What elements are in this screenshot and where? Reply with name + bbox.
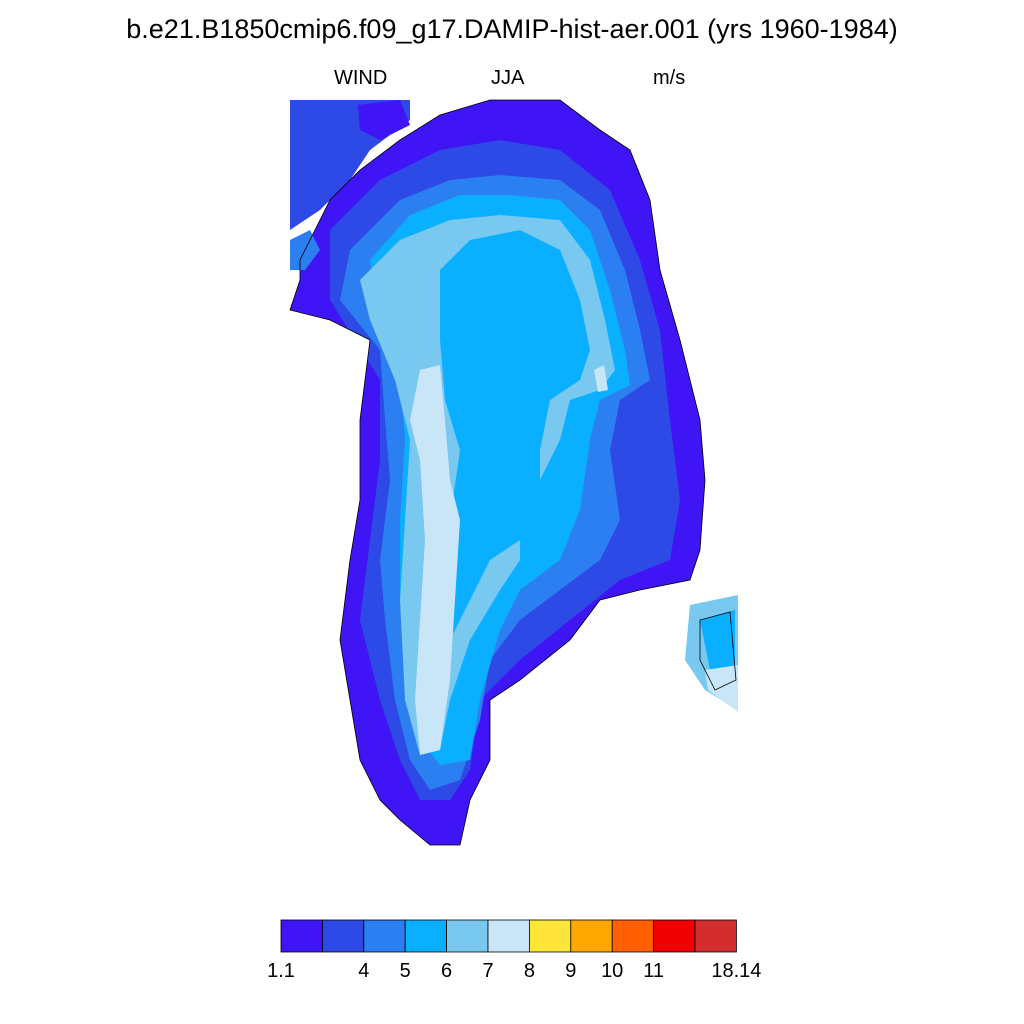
colorbar-box <box>487 919 530 953</box>
units-label: m/s <box>653 67 686 89</box>
colorbar-tick-label: 7 <box>482 960 494 982</box>
colorbar-box <box>321 919 365 953</box>
colorbar-box <box>611 919 655 953</box>
colorbar-box <box>280 919 323 953</box>
season-label: JJA <box>491 67 525 89</box>
northwest-field <box>290 100 410 270</box>
colorbar-tick-label: 1.1 <box>267 960 295 982</box>
island-band-light <box>705 665 738 712</box>
colorbar-box <box>446 919 489 953</box>
colorbar-tick-label: 6 <box>441 960 453 982</box>
colorbar-tick-label: 10 <box>601 960 624 982</box>
colorbar-tick-label: 9 <box>565 960 577 982</box>
nw-band-b <box>358 100 410 140</box>
plot-title: b.e21.B1850cmip6.f09_g17.DAMIP-hist-aer.… <box>126 14 898 44</box>
level-band-4-core <box>440 230 590 640</box>
colorbar-tick-label: 5 <box>399 960 411 982</box>
colorbar-tick-label: 18.14 <box>711 960 762 982</box>
colorbar-box <box>653 919 696 953</box>
coastline <box>289 99 737 846</box>
variable-label: WIND <box>334 67 388 89</box>
colorbar-tick-label: 8 <box>523 960 535 982</box>
colorbar-box <box>694 919 737 953</box>
coastline-island <box>699 611 737 691</box>
level-band-6-ridge <box>410 365 460 755</box>
colorbar-box <box>529 919 572 953</box>
level-band-6-spot <box>594 365 608 392</box>
island-field <box>685 595 738 712</box>
colorbar-box <box>404 919 448 953</box>
colorbar-tick-label: 11 <box>643 960 664 982</box>
island-band-inner <box>700 610 735 680</box>
colorbar-box <box>570 919 613 953</box>
colorbar-tick-label: 4 <box>358 960 370 982</box>
colorbar-box <box>363 919 406 953</box>
coastline-main <box>289 99 706 846</box>
